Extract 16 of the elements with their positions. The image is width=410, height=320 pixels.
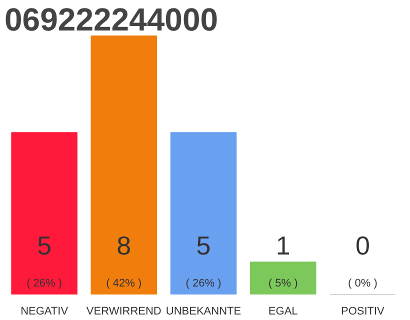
data-label: 5 xyxy=(37,230,52,260)
chart-title: 069222244000 xyxy=(4,2,218,38)
x-tick-label: VERWIRREND xyxy=(86,306,162,318)
data-label: 0 xyxy=(355,230,370,260)
data-label: 8 xyxy=(116,230,132,260)
data-label: 5 xyxy=(196,230,211,260)
x-tick-label: EGAL xyxy=(268,306,298,318)
x-tick-label: NEGATIV xyxy=(20,306,69,318)
data-label: 1 xyxy=(276,230,290,260)
annotation: ( 42% ) xyxy=(106,277,142,290)
annotation: ( 0% ) xyxy=(348,277,378,290)
annotation: ( 26% ) xyxy=(26,277,62,290)
x-tick-label: UNBEKANNTE xyxy=(166,306,242,318)
annotation: ( 5% ) xyxy=(268,277,298,290)
annotation: ( 26% ) xyxy=(186,277,222,290)
x-tick-label: POSITIV xyxy=(341,306,386,318)
